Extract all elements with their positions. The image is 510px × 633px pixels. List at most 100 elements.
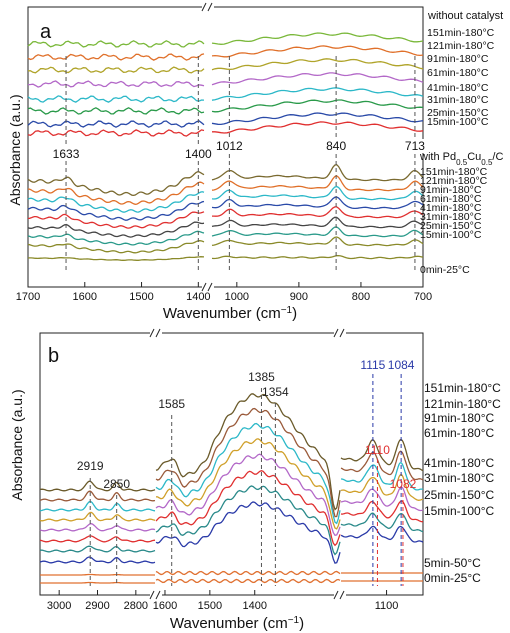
series-line	[211, 175, 424, 192]
legend-entry: 31min-180°C	[420, 211, 482, 223]
series-line	[155, 470, 341, 547]
legend-entry: 91min-180°C	[420, 184, 482, 196]
series-line	[211, 58, 424, 71]
series-line	[155, 570, 341, 576]
legend-entry: 61min-180°C	[420, 193, 482, 205]
panel-b-x-label: Wavenumber (cm−1)	[170, 615, 304, 633]
panel-a-curves	[27, 32, 424, 261]
series-line	[27, 171, 205, 197]
panel-a-axis-break	[201, 2, 214, 292]
series-line	[155, 501, 341, 564]
panel-b-legend: 151min-180°C 121min-180°C91min-180°C61min…	[424, 381, 501, 585]
peak-label: 840	[326, 139, 346, 153]
x-tick-label: 1400	[242, 600, 266, 612]
panel-b-axis-break	[149, 328, 346, 600]
panel-b-label: b	[48, 345, 59, 367]
legend-entry: 0min-25°C	[424, 571, 481, 585]
series-line	[211, 196, 424, 210]
peak-label-bg	[184, 147, 213, 161]
series-line	[39, 511, 156, 522]
legend-entry: 31min-180°C	[427, 94, 489, 106]
x-tick-label: 1500	[198, 600, 222, 612]
series-line	[341, 462, 424, 491]
x-tick-label: 1500	[129, 291, 153, 303]
panel-a-x-ticks: 1700 1600 1500 1400 1000 900 800 700	[16, 282, 432, 303]
panel-b-frame	[39, 332, 424, 596]
x-tick-label: 1600	[153, 600, 177, 612]
series-line	[27, 200, 205, 221]
legend-entry: 15min-100°C	[420, 229, 482, 241]
series-line	[340, 438, 424, 472]
x-tick-label: 1400	[186, 291, 210, 303]
peak-label: 1400	[185, 147, 212, 161]
series-line	[27, 129, 205, 137]
series-line	[211, 32, 424, 45]
peak-label: 1110	[365, 443, 390, 457]
series-line	[211, 72, 424, 86]
legend-entry: 151min-180°C	[420, 166, 488, 178]
series-line	[27, 107, 205, 115]
peak-label-bg	[400, 139, 429, 153]
legend-entry: 91min-180°C	[427, 53, 489, 65]
x-tick-label: 2800	[124, 600, 148, 612]
peak-label: 1633	[53, 147, 80, 161]
panel-a: a Absorbance (a.u.) Wavenumber (cm−1) wi…	[7, 2, 503, 323]
panel-a-legend: 151min-180°C121min-180°C91min-180°C61min…	[420, 27, 495, 276]
panel-a-peak-markers: 1633 1400 1012 840 713	[52, 56, 429, 270]
series-line	[211, 87, 424, 101]
series-line	[40, 573, 155, 576]
series-line	[27, 120, 205, 128]
legend-entry: 15min-100°C	[427, 116, 489, 128]
panel-b-x-ticks: 3000 2900 2800 1600 1500 1400 1100	[47, 590, 398, 612]
series-line	[340, 512, 424, 533]
series-line	[27, 211, 205, 229]
legend-entry: 5min-50°C	[424, 556, 481, 570]
peak-label-bg	[215, 139, 244, 153]
series-line	[39, 545, 156, 553]
x-tick-label: 900	[290, 291, 308, 303]
series-line	[211, 226, 424, 238]
legend-entry: 25min-150°C	[427, 107, 489, 119]
legend-entry: 91min-180°C	[424, 411, 495, 425]
x-tick-label: 800	[352, 291, 370, 303]
x-tick-label: 1700	[16, 291, 40, 303]
panel-a-x-label: Wavenumber (cm−1)	[163, 305, 297, 323]
series-line	[340, 500, 424, 523]
series-line	[27, 191, 205, 213]
legend-entry: 61min-180°C	[424, 426, 495, 440]
peak-label-bg	[322, 139, 351, 153]
series-line	[39, 523, 156, 532]
peak-label: 1585	[158, 397, 185, 411]
peak-label: 1012	[216, 139, 243, 153]
peak-label: 1115	[360, 358, 385, 372]
series-line	[27, 240, 205, 254]
series-line	[211, 112, 424, 126]
legend-entry: 31min-180°C	[424, 471, 495, 485]
series-line	[212, 206, 424, 219]
series-line	[27, 256, 205, 261]
series-line	[211, 216, 424, 229]
series-line	[340, 486, 424, 512]
series-line	[211, 236, 424, 247]
series-line	[27, 40, 205, 48]
panel-b: b Absorbance (a.u.) Wavenumber (cm−1) 15…	[9, 328, 501, 633]
panel-b-curves	[39, 393, 424, 584]
panel-a-label: a	[40, 21, 52, 43]
series-line	[39, 556, 156, 564]
series-line	[155, 453, 341, 537]
legend-entry: 41min-180°C	[420, 202, 482, 214]
legend-entry: 61min-180°C	[427, 67, 489, 79]
series-line	[340, 525, 424, 543]
legend-entry: 151min-180°C	[424, 381, 501, 395]
x-tick-label: 2900	[85, 600, 109, 612]
peak-label-bg	[52, 147, 81, 161]
legend-entry: 41min-180°C	[424, 456, 495, 470]
series-line	[39, 500, 156, 512]
legend-entry: 121min-180°C	[424, 397, 501, 411]
series-line	[27, 230, 205, 246]
peak-label: 2850	[103, 477, 130, 491]
legend-entry: 0min-25°C	[420, 264, 470, 276]
peak-label: 1084	[388, 358, 415, 372]
